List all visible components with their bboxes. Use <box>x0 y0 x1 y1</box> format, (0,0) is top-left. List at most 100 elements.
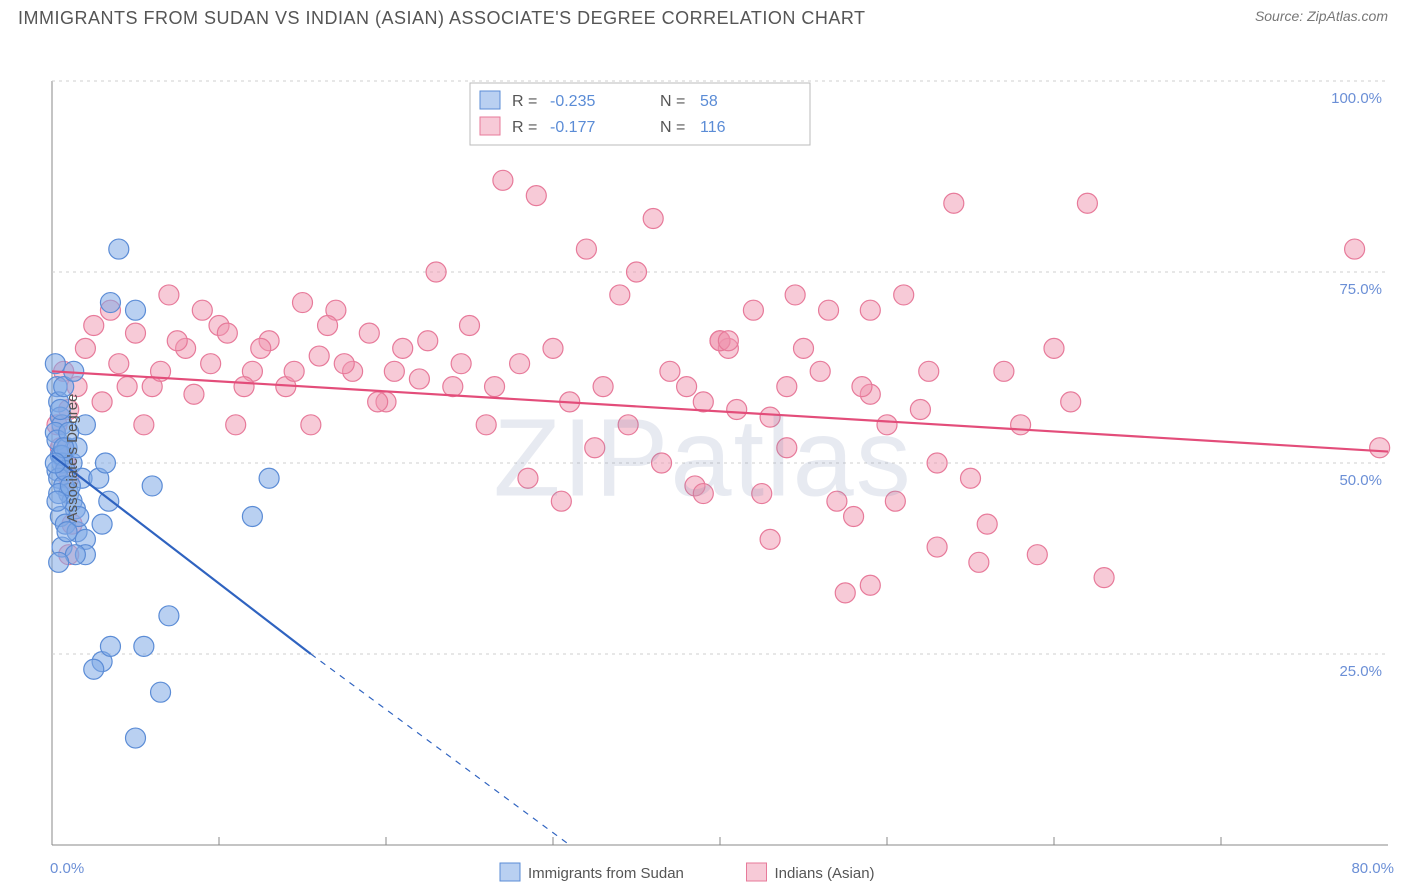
data-point <box>643 209 663 229</box>
data-point <box>92 514 112 534</box>
data-point <box>526 186 546 206</box>
series-legend: Immigrants from Sudan Indians (Asian) <box>500 863 875 882</box>
legend-label: Immigrants from Sudan <box>528 865 684 882</box>
data-point <box>660 361 680 381</box>
data-point <box>126 728 146 748</box>
data-point <box>117 377 137 397</box>
data-point <box>100 293 120 313</box>
svg-text:N =: N = <box>660 93 685 110</box>
data-point <box>485 377 505 397</box>
trend-line-extension <box>311 654 570 845</box>
data-point <box>718 331 738 351</box>
data-point <box>309 346 329 366</box>
data-point <box>919 361 939 381</box>
svg-text:80.0%: 80.0% <box>1351 860 1394 877</box>
legend-label: Indians (Asian) <box>775 865 875 882</box>
data-point <box>543 338 563 358</box>
data-point <box>852 377 872 397</box>
data-point <box>927 537 947 557</box>
data-point <box>142 476 162 496</box>
data-point <box>418 331 438 351</box>
data-point <box>1370 438 1390 458</box>
svg-text:R =: R = <box>512 93 537 110</box>
data-point <box>384 361 404 381</box>
data-point <box>627 262 647 282</box>
data-point <box>860 575 880 595</box>
data-point <box>109 239 129 259</box>
data-point <box>819 300 839 320</box>
data-point <box>393 338 413 358</box>
data-point <box>159 606 179 626</box>
chart-source: Source: ZipAtlas.com <box>1255 8 1388 24</box>
data-point <box>777 438 797 458</box>
data-point <box>894 285 914 305</box>
scatter-chart: 25.0%50.0%75.0%100.0%0.0%80.0%R =-0.235N… <box>0 33 1406 883</box>
data-point <box>518 468 538 488</box>
data-point <box>109 354 129 374</box>
data-point <box>368 392 388 412</box>
data-point <box>977 514 997 534</box>
correlation-legend: R =-0.235N =58R =-0.177N =116 <box>470 83 810 145</box>
data-point <box>57 522 77 542</box>
data-point <box>217 323 237 343</box>
data-point <box>334 354 354 374</box>
data-point <box>92 392 112 412</box>
data-point <box>693 392 713 412</box>
chart-header: IMMIGRANTS FROM SUDAN VS INDIAN (ASIAN) … <box>0 0 1406 33</box>
svg-text:75.0%: 75.0% <box>1339 281 1382 298</box>
data-point <box>134 415 154 435</box>
data-point <box>1094 568 1114 588</box>
data-point <box>693 484 713 504</box>
data-point <box>460 315 480 335</box>
data-point <box>159 285 179 305</box>
data-point <box>593 377 613 397</box>
svg-text:50.0%: 50.0% <box>1339 472 1382 489</box>
data-point <box>810 361 830 381</box>
data-point <box>84 659 104 679</box>
data-point <box>201 354 221 374</box>
data-point <box>785 285 805 305</box>
legend-swatch <box>500 863 520 881</box>
data-point <box>844 506 864 526</box>
trend-line <box>52 371 1388 451</box>
data-point <box>426 262 446 282</box>
data-point <box>100 636 120 656</box>
data-point <box>969 552 989 572</box>
data-point <box>301 415 321 435</box>
data-point <box>777 377 797 397</box>
data-point <box>293 293 313 313</box>
svg-text:R =: R = <box>512 119 537 136</box>
data-point <box>510 354 530 374</box>
data-point <box>451 354 471 374</box>
data-point <box>585 438 605 458</box>
source-link[interactable]: ZipAtlas.com <box>1307 8 1388 24</box>
data-point <box>359 323 379 343</box>
data-point <box>1345 239 1365 259</box>
data-point <box>251 338 271 358</box>
y-axis-label: Associate's Degree <box>64 394 81 523</box>
data-point <box>927 453 947 473</box>
data-point <box>760 529 780 549</box>
legend-swatch <box>747 863 767 881</box>
data-point <box>944 193 964 213</box>
svg-text:N =: N = <box>660 119 685 136</box>
svg-text:0.0%: 0.0% <box>50 860 84 877</box>
data-point <box>1011 415 1031 435</box>
data-point <box>610 285 630 305</box>
data-point <box>151 682 171 702</box>
data-point <box>226 415 246 435</box>
svg-text:-0.235: -0.235 <box>550 93 595 110</box>
chart-title: IMMIGRANTS FROM SUDAN VS INDIAN (ASIAN) … <box>18 8 866 29</box>
data-point <box>167 331 187 351</box>
data-point <box>910 400 930 420</box>
data-point <box>95 453 115 473</box>
svg-text:100.0%: 100.0% <box>1331 90 1382 107</box>
data-point <box>652 453 672 473</box>
data-point <box>242 506 262 526</box>
data-point <box>551 491 571 511</box>
data-point <box>409 369 429 389</box>
data-point <box>184 384 204 404</box>
data-point <box>794 338 814 358</box>
data-point <box>618 415 638 435</box>
data-point <box>49 552 69 572</box>
